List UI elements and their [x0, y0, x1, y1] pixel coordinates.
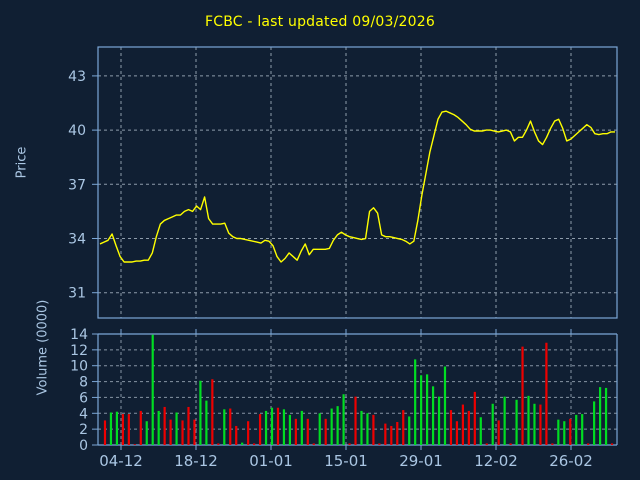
svg-text:43: 43: [68, 69, 86, 85]
svg-text:29-01: 29-01: [399, 452, 443, 470]
svg-text:8: 8: [79, 375, 88, 391]
svg-text:6: 6: [79, 390, 88, 406]
svg-text:15-01: 15-01: [324, 452, 368, 470]
svg-text:10: 10: [70, 359, 88, 375]
grid-layer: [98, 47, 617, 445]
svg-text:40: 40: [68, 123, 86, 139]
svg-text:2: 2: [79, 422, 88, 438]
plot-frame: [92, 46, 618, 450]
price-tick-labels: 31 34 37 40 43: [68, 69, 86, 302]
date-tick-labels: 04-12 18-12 01-01 15-01 29-01 12-02 26-02: [99, 452, 593, 470]
svg-text:26-02: 26-02: [549, 452, 593, 470]
svg-text:31: 31: [68, 286, 86, 302]
price-line: [99, 110, 615, 263]
volume-bars: [103, 334, 614, 445]
price-series-path: [99, 110, 615, 263]
svg-text:14: 14: [70, 327, 88, 343]
svg-text:34: 34: [68, 232, 86, 248]
svg-text:0: 0: [79, 438, 88, 454]
svg-text:04-12: 04-12: [99, 452, 143, 470]
svg-text:18-12: 18-12: [174, 452, 218, 470]
svg-text:37: 37: [68, 177, 86, 193]
svg-text:12-02: 12-02: [474, 452, 518, 470]
svg-text:4: 4: [79, 406, 88, 422]
page-title: FCBC - last updated 09/03/2026: [205, 14, 435, 30]
svg-text:01-01: 01-01: [249, 452, 293, 470]
svg-text:12: 12: [70, 343, 88, 359]
